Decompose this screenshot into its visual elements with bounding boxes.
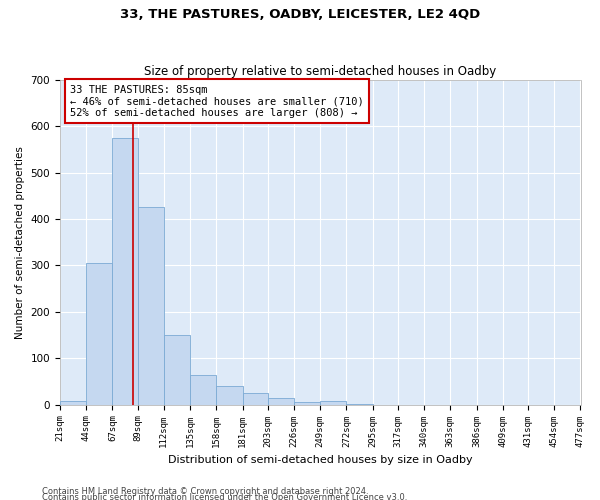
X-axis label: Distribution of semi-detached houses by size in Oadby: Distribution of semi-detached houses by … [168,455,473,465]
Text: 33 THE PASTURES: 85sqm
← 46% of semi-detached houses are smaller (710)
52% of se: 33 THE PASTURES: 85sqm ← 46% of semi-det… [70,84,364,117]
Bar [60,401,86,404]
Bar [268,398,294,404]
Bar [112,138,137,404]
Text: Contains public sector information licensed under the Open Government Licence v3: Contains public sector information licen… [42,492,407,500]
Bar [137,208,164,404]
Bar [164,335,190,404]
Text: Contains HM Land Registry data © Crown copyright and database right 2024.: Contains HM Land Registry data © Crown c… [42,486,368,496]
Bar [294,402,320,404]
Title: Size of property relative to semi-detached houses in Oadby: Size of property relative to semi-detach… [144,66,496,78]
Text: 33, THE PASTURES, OADBY, LEICESTER, LE2 4QD: 33, THE PASTURES, OADBY, LEICESTER, LE2 … [120,8,480,20]
Bar [217,386,242,404]
Y-axis label: Number of semi-detached properties: Number of semi-detached properties [15,146,25,338]
Bar [242,393,268,404]
Bar [320,401,346,404]
Bar [190,374,217,404]
Bar [86,263,112,404]
